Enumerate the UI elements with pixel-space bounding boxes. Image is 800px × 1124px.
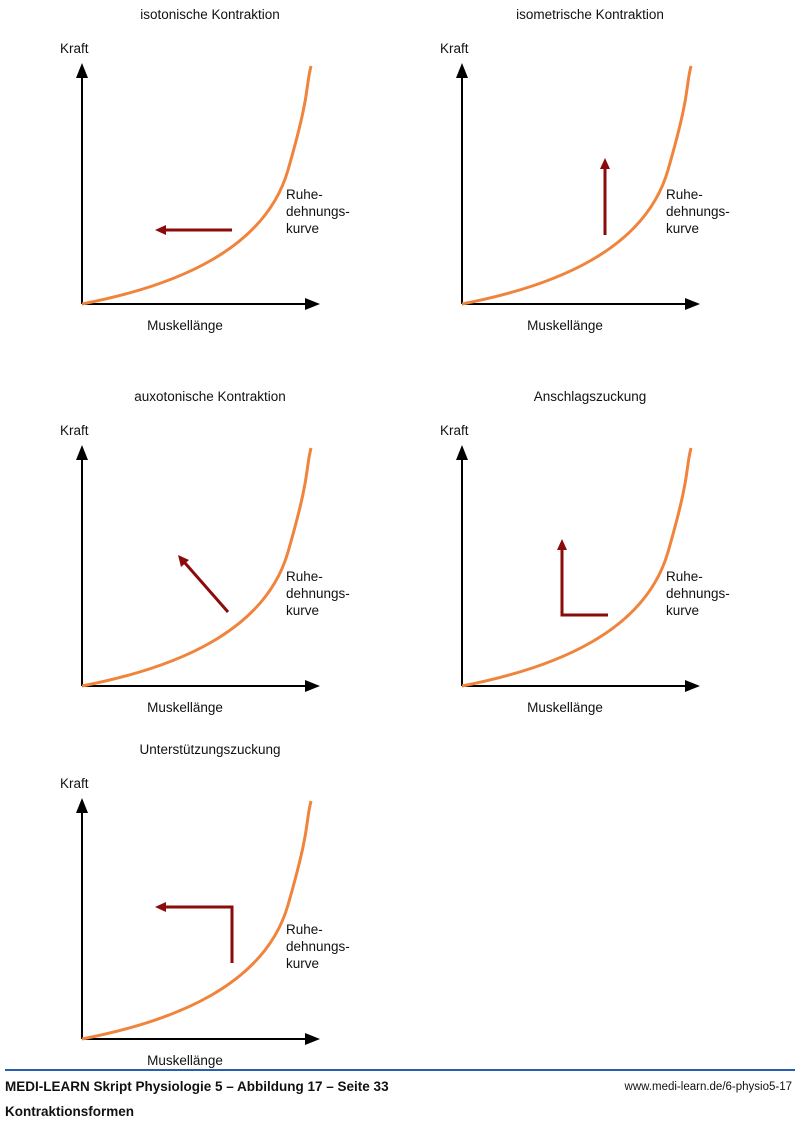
y-axis-arrowhead: [76, 445, 88, 460]
x-axis-arrowhead: [685, 298, 700, 310]
resting-tension-curve: [81, 65, 313, 306]
resting-tension-curve: [81, 800, 313, 1041]
diagram-panel: isometrische Kontraktion Kraft Muskellän…: [380, 0, 780, 360]
curve-label-1: Ruhe-: [666, 187, 703, 202]
x-axis-label: Muskellänge: [147, 318, 223, 333]
panel-title: isotonische Kontraktion: [140, 7, 280, 22]
curve-label-2: dehnungs-: [666, 586, 730, 601]
x-axis-arrowhead: [305, 1033, 320, 1045]
curve-label-2: dehnungs-: [286, 586, 350, 601]
x-axis-label: Muskellänge: [147, 1053, 223, 1068]
footer-title: MEDI-LEARN Skript Physiologie 5 – Abbild…: [5, 1079, 389, 1094]
curve-label-3: kurve: [666, 603, 699, 618]
curve-label-2: dehnungs-: [286, 204, 350, 219]
panel-title: auxotonische Kontraktion: [134, 389, 286, 404]
curve-label-1: Ruhe-: [286, 187, 323, 202]
arrowhead: [178, 555, 189, 567]
y-axis-arrowhead: [76, 798, 88, 813]
resting-tension-curve: [461, 65, 693, 306]
y-axis-arrowhead: [456, 63, 468, 78]
diagram-panel: Unterstützungszuckung Kraft Muskellänge …: [0, 735, 400, 1095]
y-axis-label: Kraft: [440, 423, 469, 438]
y-axis-label: Kraft: [60, 776, 89, 791]
arrowhead: [155, 225, 166, 235]
panel-title: Unterstützungszuckung: [139, 742, 280, 757]
arrowhead: [600, 158, 610, 169]
footer-subtitle: Kontraktionsformen: [5, 1104, 135, 1119]
x-axis-label: Muskellänge: [527, 318, 603, 333]
curve-label-3: kurve: [666, 221, 699, 236]
arrowhead: [155, 902, 166, 912]
curve-label-3: kurve: [286, 603, 319, 618]
y-axis-label: Kraft: [60, 41, 89, 56]
x-axis-label: Muskellänge: [527, 700, 603, 715]
curve-label-3: kurve: [286, 956, 319, 971]
curve-label-2: dehnungs-: [666, 204, 730, 219]
footer-url: www.medi-learn.de/6-physio5-17: [624, 1081, 792, 1093]
curve-label-1: Ruhe-: [666, 569, 703, 584]
y-axis-arrowhead: [76, 63, 88, 78]
resting-tension-curve: [81, 447, 313, 688]
x-axis-arrowhead: [305, 298, 320, 310]
x-axis-arrowhead: [685, 680, 700, 692]
curve-label-2: dehnungs-: [286, 939, 350, 954]
arrowhead: [557, 539, 567, 550]
y-axis-label: Kraft: [60, 423, 89, 438]
y-axis-arrowhead: [456, 445, 468, 460]
footer-rule: [5, 1069, 795, 1071]
diagram-panel: auxotonische Kontraktion Kraft Muskellän…: [0, 382, 400, 742]
curve-label-1: Ruhe-: [286, 922, 323, 937]
contraction-arrow: [183, 562, 230, 613]
diagram-panel: Anschlagszuckung Kraft Muskellänge Ruhe-…: [380, 382, 780, 742]
panel-title: isometrische Kontraktion: [516, 7, 664, 22]
x-axis-arrowhead: [305, 680, 320, 692]
contraction-arrow: [163, 905, 234, 963]
resting-tension-curve: [461, 447, 693, 688]
diagram-panel: isotonische Kontraktion Kraft Muskelläng…: [0, 0, 400, 360]
curve-label-1: Ruhe-: [286, 569, 323, 584]
contraction-arrow: [560, 548, 608, 617]
panel-title: Anschlagszuckung: [534, 389, 647, 404]
x-axis-label: Muskellänge: [147, 700, 223, 715]
curve-label-3: kurve: [286, 221, 319, 236]
y-axis-label: Kraft: [440, 41, 469, 56]
